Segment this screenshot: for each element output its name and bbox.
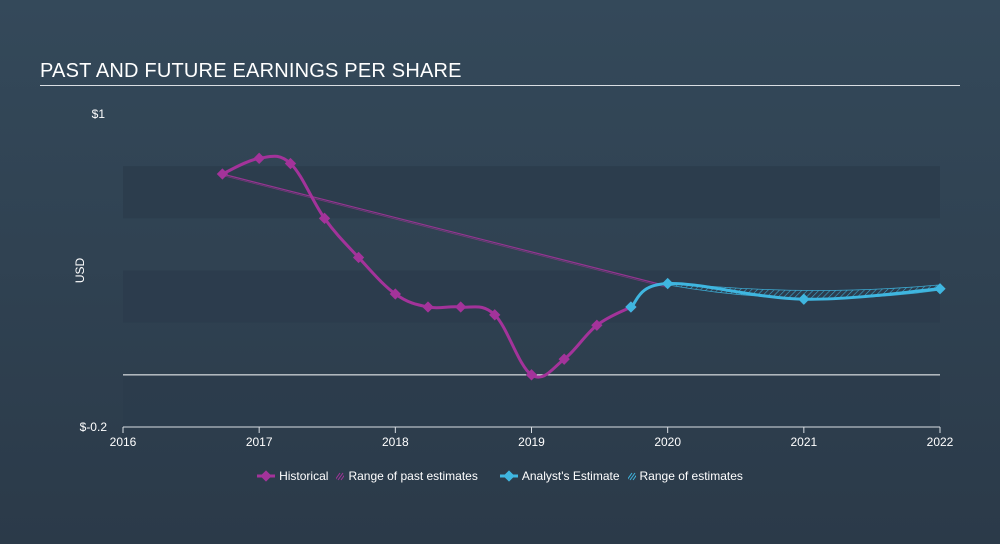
chart-legend: Historical Range of past estimates Analyst… bbox=[0, 469, 1000, 483]
legend-label: Historical bbox=[279, 469, 329, 483]
historical-point bbox=[318, 212, 331, 224]
historical-point bbox=[558, 353, 570, 365]
y-axis-label: USD bbox=[73, 258, 87, 284]
legend-hatch-marker bbox=[336, 472, 345, 481]
historical-point bbox=[422, 301, 434, 313]
past-estimates-range-line bbox=[222, 173, 668, 287]
x-tick-label: 2016 bbox=[110, 435, 137, 449]
title-divider bbox=[40, 85, 960, 86]
historical-point bbox=[525, 369, 538, 381]
y-tick-label-top: $1 bbox=[92, 107, 106, 121]
historical-point bbox=[216, 168, 229, 180]
background-band bbox=[123, 374, 940, 427]
legend-line-marker bbox=[257, 470, 276, 482]
legend-item: Range of past estimates bbox=[336, 469, 478, 483]
legend-item: Range of estimates bbox=[627, 469, 743, 483]
legend-item: Historical bbox=[257, 469, 328, 483]
chart-title: PAST AND FUTURE EARNINGS PER SHARE bbox=[40, 60, 462, 82]
historical-point bbox=[455, 301, 467, 313]
legend-label: Analyst's Estimate bbox=[521, 469, 620, 483]
historical-point bbox=[591, 319, 603, 331]
estimate-point bbox=[625, 301, 637, 313]
historical-point bbox=[284, 157, 297, 170]
historical-point bbox=[253, 152, 265, 164]
estimate-point bbox=[662, 277, 674, 290]
x-tick-label: 2019 bbox=[518, 435, 545, 449]
x-tick-label: 2017 bbox=[246, 435, 273, 449]
x-tick-label: 2022 bbox=[927, 435, 954, 449]
x-tick-label: 2020 bbox=[654, 435, 681, 449]
estimate-point bbox=[934, 283, 946, 295]
estimate-line bbox=[629, 282, 941, 309]
estimate-point bbox=[798, 293, 810, 305]
historical-point bbox=[389, 288, 401, 300]
legend-item: Analyst's Estimate bbox=[499, 469, 620, 483]
x-tick-label: 2021 bbox=[790, 435, 817, 449]
past-estimates-range-line bbox=[222, 175, 668, 289]
background-band bbox=[123, 166, 940, 219]
legend-label: Range of past estimates bbox=[348, 469, 478, 483]
legend-label: Range of estimates bbox=[639, 469, 743, 483]
x-tick-label: 2018 bbox=[382, 435, 409, 449]
historical-point bbox=[489, 309, 501, 321]
legend-line-marker bbox=[499, 470, 518, 482]
legend-hatch-marker bbox=[627, 472, 636, 481]
y-tick-label-bottom: $-0.2 bbox=[80, 420, 108, 434]
